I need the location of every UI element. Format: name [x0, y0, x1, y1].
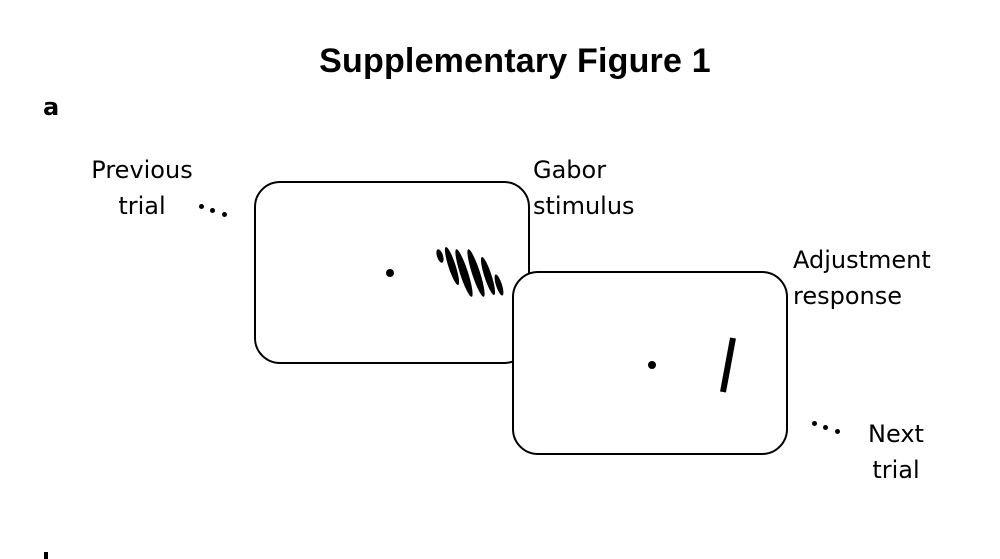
gabor-stimulus-screen: [254, 181, 530, 364]
next-panel-label-stub: [44, 552, 48, 559]
gabor-stimulus-line-1: Gabor: [533, 156, 607, 184]
response-bar-icon: [720, 337, 736, 393]
adjustment-response-label: Adjustment response: [793, 242, 931, 314]
adjustment-response-line-2: response: [793, 282, 903, 310]
adjustment-response-screen: [512, 271, 788, 455]
previous-trial-label: Previous trial: [86, 152, 198, 224]
gabor-stimulus-label: Gabor stimulus: [533, 152, 635, 224]
next-trial-line-1: Next: [868, 420, 924, 448]
gabor-stimulus-line-2: stimulus: [533, 192, 635, 220]
fixation-dot-icon: [386, 269, 394, 277]
gabor-stripe: [444, 246, 460, 286]
figure-title: Supplementary Figure 1: [319, 42, 711, 80]
adjustment-response-line-1: Adjustment: [793, 246, 931, 274]
fixation-dot-icon: [648, 361, 656, 369]
gabor-stripe: [494, 274, 504, 296]
next-trial-label: Next trial: [858, 416, 934, 488]
next-trial-line-2: trial: [872, 456, 920, 484]
panel-label: a: [43, 93, 60, 121]
gabor-stripe: [436, 249, 444, 263]
previous-trial-line-2: trial: [118, 192, 166, 220]
gabor-patch-icon: [436, 246, 504, 297]
previous-trial-line-1: Previous: [91, 156, 193, 184]
gabor-stripe: [467, 249, 485, 297]
gabor-stripe: [480, 256, 496, 296]
gabor-stripe: [455, 249, 473, 297]
